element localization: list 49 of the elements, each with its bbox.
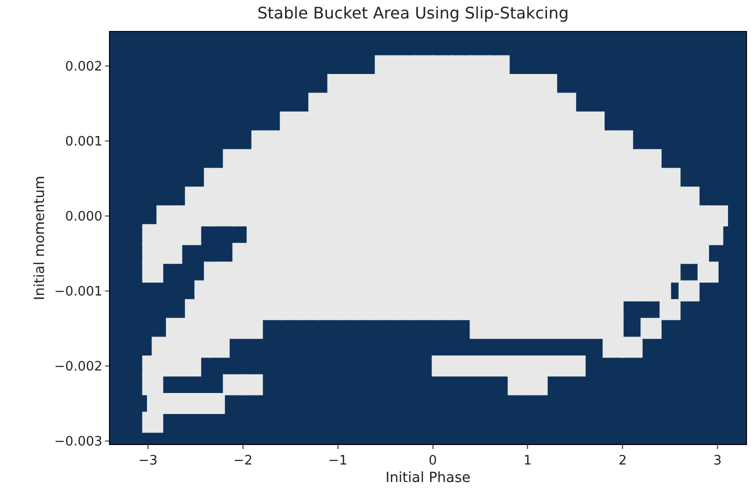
point — [450, 299, 472, 320]
point — [298, 299, 320, 320]
point — [488, 355, 510, 376]
y-tick-label: −0.001 — [54, 284, 102, 300]
point — [180, 224, 202, 246]
point — [470, 355, 491, 376]
point — [622, 336, 643, 358]
y-axis-title: Initial momentum — [32, 176, 48, 300]
point — [142, 262, 164, 283]
point — [142, 412, 164, 433]
x-tick-label: 0 — [428, 454, 437, 469]
point — [660, 262, 681, 283]
point — [702, 224, 724, 246]
y-tick-label: 0.001 — [65, 134, 102, 150]
point — [432, 299, 453, 320]
x-tick-label: −2 — [233, 454, 252, 469]
point — [640, 318, 662, 339]
point — [204, 392, 225, 414]
point — [336, 299, 358, 320]
point — [142, 374, 164, 396]
point — [394, 299, 415, 320]
point — [242, 374, 263, 396]
point — [432, 355, 453, 376]
point — [660, 299, 681, 320]
point — [450, 355, 472, 376]
x-axis-title: Initial Phase — [386, 470, 470, 486]
point — [678, 280, 700, 302]
x-tick-label: 1 — [524, 454, 532, 469]
x-tick-label: 3 — [713, 454, 722, 469]
point — [318, 299, 339, 320]
x-tick-label: −3 — [138, 454, 158, 469]
point — [374, 299, 396, 320]
chart-title: Stable Bucket Area Using Slip-Stakcing — [257, 4, 569, 23]
y-tick-label: −0.003 — [54, 434, 102, 450]
y-tick-label: −0.002 — [54, 360, 102, 374]
point — [166, 392, 187, 414]
point — [602, 336, 624, 358]
x-tick-label: 2 — [618, 454, 627, 469]
y-tick-label: 0.000 — [65, 209, 102, 224]
point — [280, 299, 301, 320]
point — [356, 299, 377, 320]
point — [698, 262, 719, 283]
point — [707, 205, 728, 226]
point — [602, 299, 624, 320]
point — [208, 336, 230, 358]
y-tick-label: 0.002 — [65, 59, 102, 74]
point — [564, 355, 586, 376]
x-tick-label: −1 — [328, 454, 348, 469]
point — [184, 392, 206, 414]
